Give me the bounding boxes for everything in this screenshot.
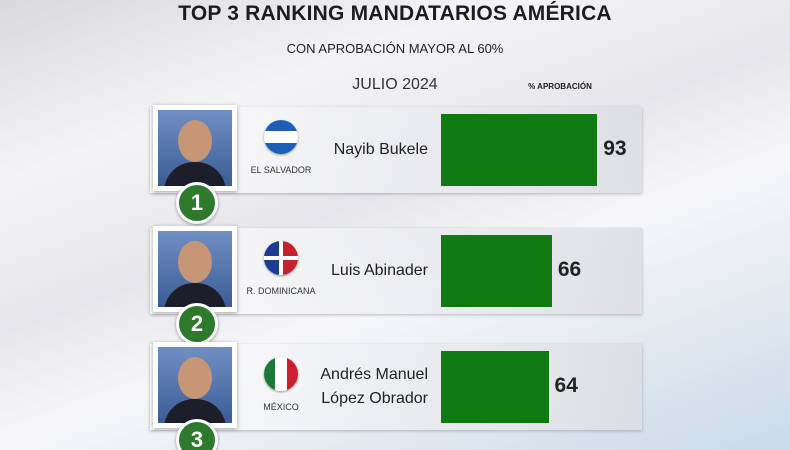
portrait-photo xyxy=(158,110,232,186)
portrait-face xyxy=(178,120,212,162)
rank-badge: 1 xyxy=(176,182,218,224)
portrait xyxy=(153,226,237,312)
country-flag xyxy=(264,357,298,391)
date-label: JULIO 2024 xyxy=(352,76,438,93)
rank-badge: 3 xyxy=(176,419,218,450)
country-label: MÉXICO xyxy=(263,402,299,412)
bar xyxy=(441,351,549,423)
portrait-photo xyxy=(158,347,232,423)
title: TOP 3 RANKING MANDATARIOS AMÉRICA xyxy=(178,2,612,25)
category-label: Andrés Manuel López Obrador xyxy=(320,366,428,407)
value-label: 64 xyxy=(554,374,578,397)
bar xyxy=(441,235,552,307)
country-flag xyxy=(264,120,298,154)
category-label: Nayib Bukele xyxy=(333,141,428,158)
rank-badge: 2 xyxy=(176,303,218,345)
portrait-photo xyxy=(158,231,232,307)
value-axis-label: % APROBACIÓN xyxy=(528,82,592,91)
value-label: 93 xyxy=(603,137,627,160)
category-label: Luis Abinader xyxy=(331,262,428,279)
country-flag xyxy=(264,241,298,275)
value-label: 66 xyxy=(557,258,582,281)
subtitle: CON APROBACIÓN MAYOR AL 60% xyxy=(286,41,504,56)
country-label: EL SALVADOR xyxy=(250,165,312,175)
country-label: R. DOMINICANA xyxy=(246,286,316,296)
portrait xyxy=(153,342,237,428)
portrait xyxy=(153,105,237,191)
portrait-face xyxy=(178,241,212,283)
portrait-face xyxy=(178,357,212,399)
bar xyxy=(441,114,598,186)
